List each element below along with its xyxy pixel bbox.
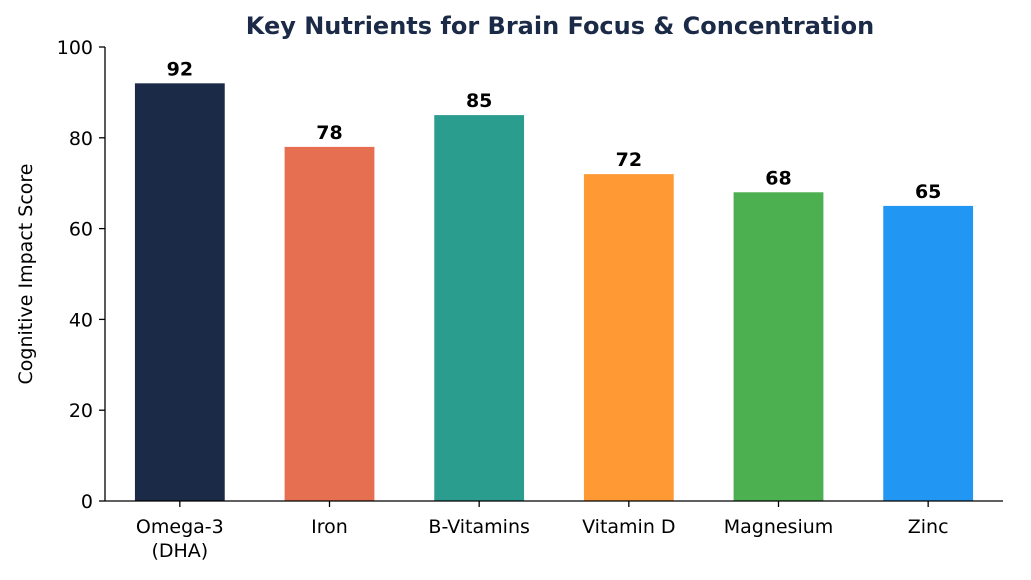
bar (883, 205, 974, 501)
bar (733, 192, 824, 501)
bar (434, 115, 525, 501)
y-tick-label: 60 (69, 219, 93, 241)
data-label: 68 (765, 167, 791, 189)
x-tick-label: Zinc (908, 516, 949, 538)
bar (284, 146, 375, 501)
data-label: 65 (915, 181, 941, 203)
chart-title: Key Nutrients for Brain Focus & Concentr… (246, 12, 874, 40)
y-tick-label: 20 (69, 400, 93, 422)
y-tick-label: 0 (81, 491, 93, 513)
x-tick-label: Vitamin D (582, 516, 675, 538)
bar (134, 83, 225, 501)
x-tick-label: Magnesium (724, 516, 834, 538)
data-label: 72 (616, 149, 642, 171)
bar (583, 174, 674, 501)
x-tick-label: Omega-3 (DHA) (136, 516, 224, 562)
data-label: 92 (167, 58, 193, 80)
y-tick-label: 40 (69, 309, 93, 331)
y-axis-label: Cognitive Impact Score (15, 164, 37, 385)
data-label: 85 (466, 90, 492, 112)
x-tick-label: Iron (311, 516, 348, 538)
y-tick-label: 100 (57, 37, 93, 59)
y-tick-label: 80 (69, 128, 93, 150)
data-label: 78 (316, 122, 342, 144)
bars-layer: 92 78 85 72 68 65 (134, 58, 974, 501)
axes-layer: Omega-3 (DHA) Iron B-Vitamins Vitamin D Magne… (57, 37, 1003, 562)
x-tick-label: B-Vitamins (428, 516, 529, 538)
